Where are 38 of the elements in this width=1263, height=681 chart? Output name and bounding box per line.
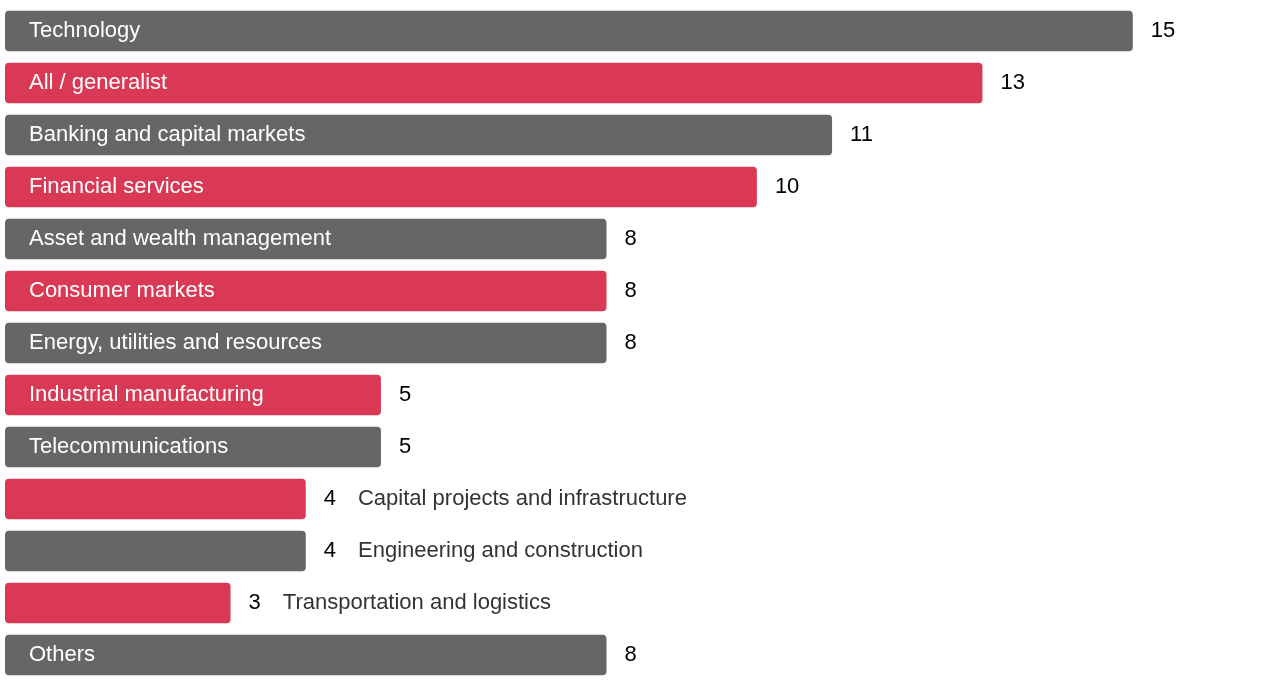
data-label: 15: [1150, 17, 1176, 43]
data-label: 8: [624, 329, 637, 355]
y-tick-label: Telecommunications: [29, 433, 229, 459]
data-label: 11: [850, 121, 873, 147]
bar: [5, 10, 1133, 52]
data-label: 3: [248, 589, 261, 615]
y-tick-label: Capital projects and infrastructure: [357, 485, 687, 511]
bar: [5, 270, 607, 312]
y-tick-label: Financial services: [29, 173, 204, 199]
bar: [5, 426, 381, 468]
y-tick-label: All / generalist: [29, 69, 168, 95]
bar: [5, 166, 757, 208]
bar: [5, 218, 607, 260]
y-tick-label: Industrial manufacturing: [29, 381, 264, 407]
y-tick-label: Transportation and logistics: [282, 589, 552, 615]
y-tick-label: Energy, utilities and resources: [29, 329, 323, 355]
y-tick-label: Others: [29, 641, 96, 667]
data-label: 8: [624, 641, 637, 667]
data-label: 5: [398, 381, 412, 407]
y-tick-label: Consumer markets: [29, 277, 215, 303]
y-tick-label: Asset and wealth management: [29, 225, 332, 251]
data-label: 8: [624, 277, 637, 303]
bar: [5, 582, 231, 624]
bar: [5, 634, 607, 676]
bar: [5, 322, 607, 364]
data-label: 4: [323, 537, 336, 563]
bar: [5, 114, 833, 156]
y-tick-label: Banking and capital markets: [29, 121, 306, 147]
data-label: 8: [624, 225, 637, 251]
data-label: 13: [1000, 69, 1025, 95]
y-tick-label: Technology: [29, 17, 141, 43]
bar: [5, 62, 983, 104]
bar: [5, 478, 306, 520]
data-label: 10: [774, 173, 800, 199]
bar: [5, 530, 306, 572]
data-label: 4: [323, 485, 336, 511]
y-tick-label: Engineering and construction: [357, 537, 643, 563]
data-label: 5: [398, 433, 412, 459]
